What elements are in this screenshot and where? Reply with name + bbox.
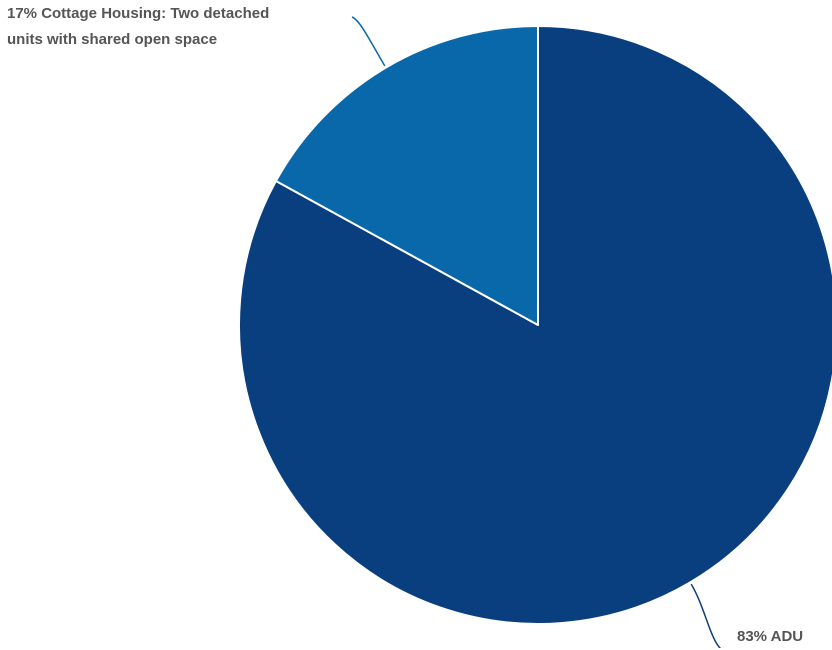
connector-cottage-housing [351,16,386,67]
pie-slice-adu [238,25,832,625]
label-connectors [351,16,722,648]
pie-slice-cottage-housing [274,25,539,326]
connector-adu [690,583,722,648]
slice-label-cottage-housing: 17% Cottage Housing: Two detached units … [7,5,270,48]
pie-slices [238,25,832,625]
slice-label-adu: 83% ADU [737,628,804,645]
